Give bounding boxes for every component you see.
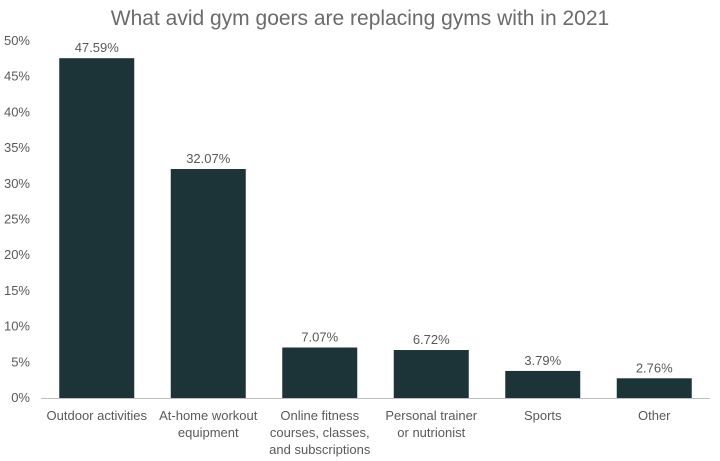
- y-tick-label: 40%: [4, 104, 30, 119]
- y-tick-label: 25%: [4, 212, 30, 227]
- x-tick-label: and subscriptions: [269, 442, 371, 457]
- bar: [282, 347, 358, 398]
- x-tick-label: Other: [638, 408, 671, 423]
- data-label: 7.07%: [301, 330, 338, 345]
- y-tick-label: 50%: [4, 33, 30, 48]
- x-tick-label: At-home workout: [159, 408, 258, 423]
- bar: [393, 350, 469, 398]
- data-label: 6.72%: [413, 332, 450, 347]
- y-tick-label: 45%: [4, 69, 30, 84]
- y-tick-label: 0%: [11, 390, 30, 405]
- bar: [616, 378, 692, 398]
- data-label: 32.07%: [186, 151, 231, 166]
- bar: [505, 370, 581, 398]
- bar: [170, 169, 246, 398]
- data-label: 3.79%: [524, 353, 561, 368]
- y-tick-label: 20%: [4, 247, 30, 262]
- chart-title: What avid gym goers are replacing gyms w…: [111, 7, 609, 30]
- y-tick-label: 30%: [4, 176, 30, 191]
- x-tick-label: or nutrionist: [397, 425, 465, 440]
- x-tick-label: Online fitness: [280, 408, 359, 423]
- y-tick-label: 35%: [4, 140, 30, 155]
- x-axis-labels: Outdoor activities At-home workout equipme…: [47, 408, 672, 457]
- y-axis-ticks: 0% 5% 10% 15% 20% 25% 30% 35% 40% 45% 50%: [4, 33, 30, 405]
- bar: [59, 58, 135, 399]
- x-tick-label: Outdoor activities: [47, 408, 148, 423]
- y-tick-label: 5%: [11, 354, 30, 369]
- x-tick-label: courses, classes,: [270, 425, 370, 440]
- x-tick-label: Personal trainer: [385, 408, 477, 423]
- data-label: 2.76%: [636, 360, 673, 375]
- y-tick-label: 15%: [4, 283, 30, 298]
- bars: [59, 58, 692, 399]
- x-tick-label: Sports: [524, 408, 562, 423]
- data-labels: 47.59% 32.07% 7.07% 6.72% 3.79% 2.76%: [75, 40, 673, 375]
- x-tick-label: equipment: [178, 425, 239, 440]
- y-tick-label: 10%: [4, 319, 30, 334]
- data-label: 47.59%: [75, 40, 120, 55]
